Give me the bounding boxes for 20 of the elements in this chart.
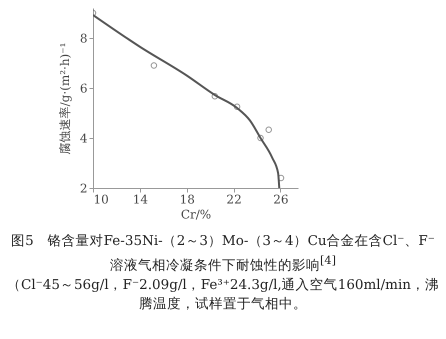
- y-tick-label: 6: [80, 82, 88, 96]
- y-tick-label: 4: [80, 132, 88, 146]
- point: [278, 174, 284, 182]
- point: [212, 93, 218, 100]
- text: 图5 铬含量对Fe-35Ni-（2～3）Mo-（3～4）Cu合金在含Cl⁻、F⁻溶液气相冷凝条件下耐蚀性的影响$^{[4]}$: [10, 232, 436, 276]
- point: [150, 62, 158, 69]
- text: （Cl⁻45～56g/l，F⁻2.09g/l，Fe³⁺24.3g/l,通入空气160ml/min，沸腾温度，试样置于气相中。: [6, 276, 440, 314]
- point: [265, 126, 272, 133]
- x-axis-title: Cr/%: [180, 208, 212, 222]
- y-axis-title: 腐蚀速率/g·(m²·h)⁻¹: [58, 42, 72, 154]
- x-tick-label: 22: [226, 192, 242, 206]
- x-tick-label: 10: [94, 192, 109, 206]
- point: [257, 134, 264, 142]
- line-series: [93, 14, 280, 188]
- y-tick-label: 2: [80, 182, 88, 196]
- y-tick-label: 8: [80, 32, 88, 46]
- x-tick-label: 14: [132, 192, 148, 206]
- x-tick-label: 26: [273, 192, 289, 206]
- point: [234, 104, 240, 110]
- x-tick-label: 18: [180, 192, 195, 206]
